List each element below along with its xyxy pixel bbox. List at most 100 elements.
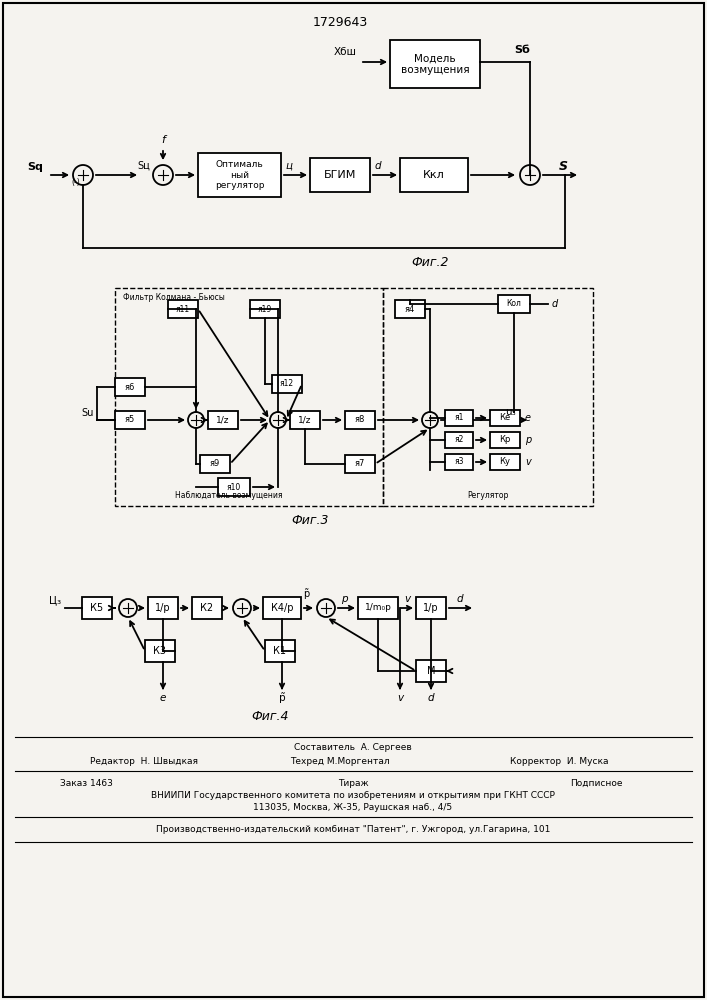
Text: Ц₃: Ц₃ xyxy=(49,595,61,605)
Text: v: v xyxy=(525,457,531,467)
Bar xyxy=(445,454,473,470)
Text: Подписное: Подписное xyxy=(570,778,622,788)
Text: К1: К1 xyxy=(274,646,286,656)
Text: Ккл: Ккл xyxy=(423,170,445,180)
Text: S: S xyxy=(559,159,568,172)
Bar xyxy=(82,597,112,619)
Text: v: v xyxy=(397,693,403,703)
Text: М: М xyxy=(427,666,436,676)
Bar xyxy=(358,597,398,619)
Text: Тираж: Тираж xyxy=(338,778,368,788)
Text: 1/z: 1/z xyxy=(216,416,230,424)
Bar xyxy=(445,432,473,448)
Bar xyxy=(290,411,320,429)
Bar xyxy=(390,40,480,88)
Text: 1/m₀р: 1/m₀р xyxy=(365,603,392,612)
Text: 113035, Москва, Ж-35, Раушская наб., 4/5: 113035, Москва, Ж-35, Раушская наб., 4/5 xyxy=(253,802,452,812)
Text: ВНИИПИ Государственного комитета по изобретениям и открытиям при ГКНТ СССР: ВНИИПИ Государственного комитета по изоб… xyxy=(151,790,555,800)
Bar xyxy=(115,378,145,396)
Text: я3: я3 xyxy=(455,458,464,466)
Text: я1: я1 xyxy=(455,414,464,422)
Bar xyxy=(272,375,302,393)
Text: 1/р: 1/р xyxy=(156,603,171,613)
Bar xyxy=(395,300,425,318)
Text: я6: я6 xyxy=(125,382,135,391)
Text: Модель
возмущения: Модель возмущения xyxy=(401,53,469,75)
Bar xyxy=(192,597,222,619)
Text: Sб: Sб xyxy=(514,45,530,55)
Bar xyxy=(490,432,520,448)
Text: р: р xyxy=(341,594,347,604)
Text: я11: я11 xyxy=(176,304,190,314)
Text: Заказ 1463: Заказ 1463 xyxy=(60,778,113,788)
Text: d: d xyxy=(552,299,558,309)
Text: я7: я7 xyxy=(355,460,366,468)
Text: d: d xyxy=(375,161,381,171)
Text: Su: Su xyxy=(82,408,94,418)
Bar xyxy=(250,300,280,318)
Text: e: e xyxy=(160,693,166,703)
Bar xyxy=(490,454,520,470)
Bar xyxy=(148,597,178,619)
Bar xyxy=(168,300,198,318)
Bar xyxy=(145,640,175,662)
Text: я9: я9 xyxy=(210,460,220,468)
Text: К2: К2 xyxy=(201,603,214,613)
Bar xyxy=(200,455,230,473)
Text: f: f xyxy=(161,135,165,145)
Text: Кр: Кр xyxy=(499,436,510,444)
Bar xyxy=(115,288,383,506)
Text: я19: я19 xyxy=(258,304,272,314)
Bar xyxy=(416,660,446,682)
Text: я5: я5 xyxy=(125,416,135,424)
Bar xyxy=(208,411,238,429)
Text: Фиг.2: Фиг.2 xyxy=(411,256,449,269)
Text: v: v xyxy=(404,594,410,604)
Bar xyxy=(115,411,145,429)
Text: Производственно-издательский комбинат "Патент", г. Ужгород, ул.Гагарина, 101: Производственно-издательский комбинат "П… xyxy=(156,826,550,834)
Text: Ке: Ке xyxy=(499,414,510,422)
Text: Редактор  Н. Швыдкая: Редактор Н. Швыдкая xyxy=(90,756,198,766)
Text: (-): (-) xyxy=(71,178,81,188)
Text: 1729643: 1729643 xyxy=(312,15,368,28)
Text: Кол: Кол xyxy=(506,300,522,308)
Text: Sц: Sц xyxy=(137,161,150,171)
Text: d: d xyxy=(428,693,434,703)
Text: БГИМ: БГИМ xyxy=(324,170,356,180)
Bar xyxy=(263,597,301,619)
Text: Фиг.3: Фиг.3 xyxy=(291,514,329,526)
Bar xyxy=(218,478,250,496)
Bar xyxy=(445,410,473,426)
Text: я4: я4 xyxy=(405,304,415,314)
Bar xyxy=(416,597,446,619)
Text: я12: я12 xyxy=(280,379,294,388)
Text: Фильтр Колмана - Бьюсы: Фильтр Колмана - Бьюсы xyxy=(123,292,225,302)
Text: К5: К5 xyxy=(90,603,103,613)
Text: Sq: Sq xyxy=(27,162,43,172)
Text: Оптималь
ный
регулятор: Оптималь ный регулятор xyxy=(215,160,264,190)
Text: Техред М.Моргентал: Техред М.Моргентал xyxy=(290,756,390,766)
Text: ц: ц xyxy=(286,161,293,171)
Bar xyxy=(400,158,468,192)
Text: Фиг.4: Фиг.4 xyxy=(251,710,288,722)
Text: Корректор  И. Муска: Корректор И. Муска xyxy=(510,756,609,766)
Bar xyxy=(345,411,375,429)
Bar xyxy=(498,295,530,313)
Text: К4/р: К4/р xyxy=(271,603,293,613)
Text: p̃: p̃ xyxy=(279,693,286,703)
Text: d: d xyxy=(457,594,463,604)
Text: я8: я8 xyxy=(355,416,366,424)
Text: Наблюдатель возмущения: Наблюдатель возмущения xyxy=(175,491,283,500)
Text: u₃: u₃ xyxy=(505,407,515,417)
Bar xyxy=(345,455,375,473)
Bar xyxy=(198,153,281,197)
Text: 1/р: 1/р xyxy=(423,603,439,613)
Text: р: р xyxy=(525,435,531,445)
Bar xyxy=(265,640,295,662)
Text: Хбш: Хбш xyxy=(334,47,356,57)
Bar xyxy=(383,288,593,506)
Bar xyxy=(310,158,370,192)
Text: Составитель  А. Сергеев: Составитель А. Сергеев xyxy=(294,744,412,752)
Text: e: e xyxy=(525,413,531,423)
Text: 1/z: 1/z xyxy=(298,416,312,424)
